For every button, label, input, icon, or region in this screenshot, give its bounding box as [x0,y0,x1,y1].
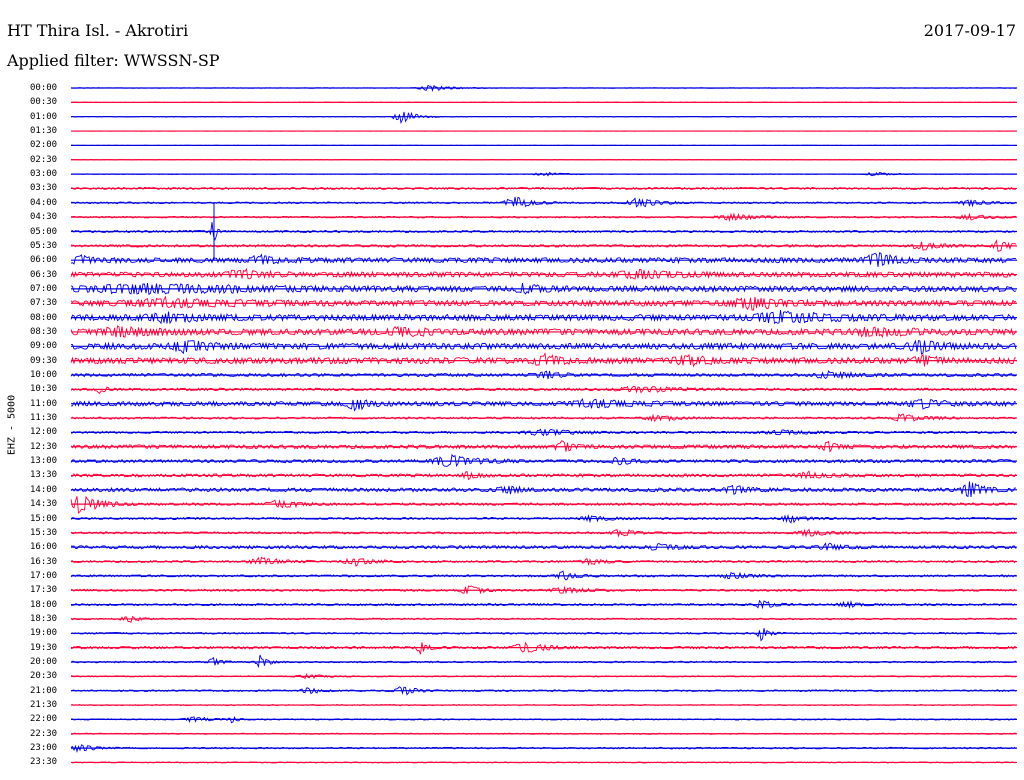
row-time-label: 21:00 [30,685,58,696]
trace-waveform [70,212,1017,222]
row-time-label: 16:30 [30,556,58,567]
row-time-label: 01:00 [30,111,58,122]
trace-waveform [70,481,1016,498]
row-time-label: 19:00 [30,628,58,639]
trace-waveform [70,385,1017,394]
row-time-label: 20:30 [30,671,58,682]
row-time-label: 22:00 [30,714,58,725]
trace-waveform [70,239,1017,252]
trace-waveform [70,339,1017,355]
row-time-label: 12:00 [30,427,58,438]
trace-waveform [70,398,1017,412]
row-time-label: 07:00 [30,283,58,294]
trace-waveform [70,295,1017,311]
row-time-label: 17:30 [30,585,58,596]
trace-waveform [70,196,1017,208]
row-time-label: 16:00 [30,542,58,553]
trace-waveform [70,654,1017,669]
trace-waveform [70,453,1017,468]
row-time-label: 09:30 [30,355,58,366]
row-time-label: 13:30 [30,470,58,481]
row-time-label: 06:00 [30,255,58,266]
trace-waveform [70,495,1017,514]
row-time-label: 08:00 [30,312,58,323]
row-time-label: 12:30 [30,441,58,452]
trace-waveform [70,704,1017,707]
row-time-label: 08:30 [30,326,58,337]
trace-waveform [71,673,1017,680]
row-time-label: 07:30 [30,298,58,309]
row-time-label: 01:30 [30,126,58,137]
row-time-label: 00:30 [30,97,58,108]
row-time-label: 23:00 [30,743,58,754]
row-time-label: 05:00 [30,226,58,237]
row-time-label: 14:00 [30,484,58,495]
trace-waveform [70,267,1017,280]
filter-label: Applied filter: WWSSN-SP [7,51,220,70]
date-label: 2017-09-17 [923,21,1016,40]
trace-waveform [70,732,1016,735]
row-time-label: 17:00 [30,570,58,581]
trace-waveform [70,716,1017,724]
trace-waveform [70,252,1017,267]
trace-waveform [70,370,1017,380]
trace-waveform [71,186,1017,191]
row-time-label: 20:00 [30,657,58,667]
row-time-label: 15:30 [30,527,58,538]
row-time-label: 04:30 [30,212,58,223]
row-time-label: 02:00 [30,140,58,151]
trace-waveform [70,744,1017,754]
row-time-label: 15:00 [30,513,58,524]
trace-waveform [70,222,1017,241]
trace-waveform [70,310,1017,325]
row-time-label: 00:00 [30,83,58,93]
trace-waveform [70,542,1017,552]
row-time-label: 05:30 [30,240,58,251]
trace-waveform [70,761,1016,764]
station-title: HT Thira Isl. - Akrotiri [7,21,189,40]
row-time-label: 21:30 [30,700,58,711]
row-time-label: 02:30 [30,154,58,165]
trace-waveform [70,84,1016,92]
row-time-label: 13:00 [30,456,58,467]
trace-waveform [70,628,1017,642]
row-time-label: 14:30 [30,499,58,510]
row-time-label: 03:00 [30,169,58,180]
trace-waveform [70,599,1017,610]
trace-waveform [70,428,1016,437]
trace-waveform [70,641,1017,655]
trace-waveform [70,171,1017,177]
trace-waveform [70,413,1017,423]
row-time-label: 03:30 [30,183,58,194]
trace-waveform [70,440,1017,453]
row-time-label: 18:00 [30,599,58,610]
row-time-label: 18:30 [30,613,58,624]
trace-waveform [70,513,1017,524]
row-time-label: 10:30 [30,384,58,395]
trace-waveform [70,283,1017,296]
trace-waveform [70,570,1016,581]
row-time-label: 11:30 [30,413,58,424]
row-time-label: 23:30 [30,757,58,768]
trace-waveform [70,528,1017,538]
row-time-label: 04:00 [30,197,58,208]
row-time-label: 11:00 [30,398,58,409]
row-time-label: 19:30 [30,642,58,653]
row-time-label: 06:30 [30,269,58,280]
row-time-label: 09:00 [30,341,58,352]
trace-waveform [70,101,1017,104]
row-time-label: 22:30 [30,728,58,739]
trace-waveform [70,585,1017,595]
trace-waveform [70,352,1017,368]
row-time-label: 10:00 [30,370,58,380]
trace-waveform [70,686,1017,696]
trace-waveform [70,325,1017,339]
trace-waveform [70,470,1017,481]
trace-waveform [70,556,1017,567]
trace-waveform [70,615,1017,623]
trace-waveform [70,111,1017,125]
